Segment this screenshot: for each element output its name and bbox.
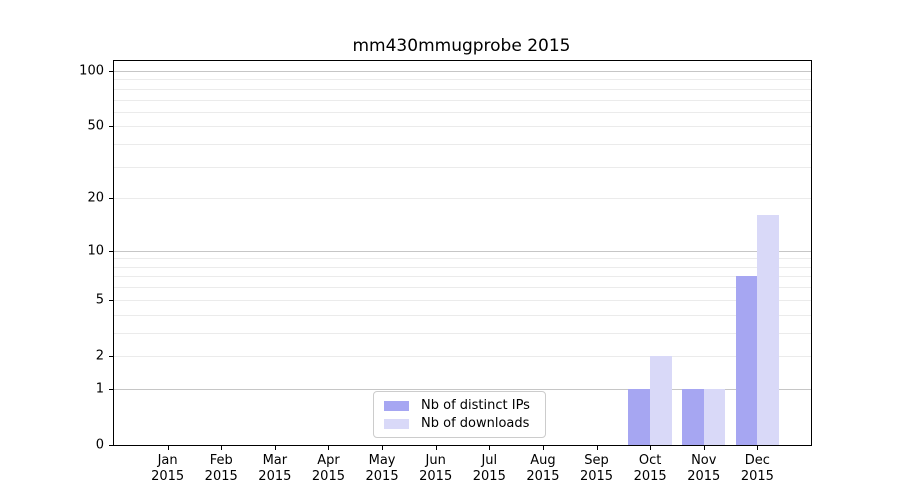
chart-title: mm430mmugprobe 2015 xyxy=(352,36,571,56)
y-gridline-major-10 xyxy=(114,250,811,252)
y-gridline-minor-8 xyxy=(114,266,811,268)
y-gridline-minor-4 xyxy=(114,314,811,316)
x-tick-jun xyxy=(435,445,437,450)
y-tick-10 xyxy=(109,250,114,252)
y-gridline-minor-30 xyxy=(114,166,811,168)
x-tick-aug xyxy=(542,445,544,450)
legend-label-distinct-ips: Nb of distinct IPs xyxy=(421,398,530,413)
y-tick-1 xyxy=(109,388,114,390)
x-tick-label-aug: Aug 2015 xyxy=(526,453,560,484)
y-tick-label-2: 2 xyxy=(95,348,104,364)
legend-entry-distinct-ips: Nb of distinct IPs xyxy=(384,398,535,413)
x-tick-mar xyxy=(274,445,276,450)
plot-area: 0 1 2 5 10 20 50 100 Jan 2015 Feb 2015 Mar 2015 Apr 201… xyxy=(79,60,812,484)
y-gridline-minor-70 xyxy=(114,99,811,101)
y-tick-label-20: 20 xyxy=(87,190,104,206)
bar-ips-oct xyxy=(628,388,651,445)
y-gridline-minor-6 xyxy=(114,287,811,289)
x-tick-label-sep: Sep 2015 xyxy=(579,453,614,484)
bar-ips-nov xyxy=(682,388,704,445)
y-tick-label-50: 50 xyxy=(87,118,104,134)
y-tick-label-10: 10 xyxy=(87,243,104,259)
legend-swatch-downloads xyxy=(384,418,409,429)
y-gridline-minor-50 xyxy=(114,126,811,128)
bar-downloads-dec xyxy=(757,215,780,445)
x-tick-label-jun: Jun 2015 xyxy=(419,453,453,484)
y-tick-0 xyxy=(109,445,114,446)
legend-label-downloads: Nb of downloads xyxy=(421,416,530,431)
y-tick-label-100: 100 xyxy=(79,63,104,79)
y-gridline-minor-9 xyxy=(114,258,811,260)
x-tick-apr xyxy=(328,445,330,450)
x-tick-label-feb: Feb 2015 xyxy=(204,453,238,484)
x-tick-sep xyxy=(596,445,598,450)
x-tick-dec xyxy=(757,445,759,450)
x-tick-label-mar: Mar 2015 xyxy=(258,453,292,484)
y-gridline-major-1 xyxy=(114,388,811,390)
y-tick-5 xyxy=(109,299,114,301)
y-tick-label-5: 5 xyxy=(95,292,104,308)
y-gridline-minor-90 xyxy=(114,79,811,81)
x-tick-label-jul: Jul 2015 xyxy=(472,453,506,484)
x-tick-label-apr: Apr 2015 xyxy=(311,453,345,484)
y-tick-2 xyxy=(109,355,114,357)
x-tick-oct xyxy=(650,445,652,450)
x-tick-label-jan: Jan 2015 xyxy=(151,453,185,484)
y-tick-20 xyxy=(109,198,114,200)
y-tick-label-1: 1 xyxy=(95,381,104,397)
y-gridline-minor-3 xyxy=(114,332,811,334)
y-tick-100 xyxy=(109,71,114,72)
x-tick-nov xyxy=(703,445,705,450)
y-gridline-minor-80 xyxy=(114,88,811,90)
y-gridline-minor-60 xyxy=(114,111,811,113)
x-tick-may xyxy=(382,445,384,450)
y-gridline-minor-20 xyxy=(114,198,811,200)
bar-ips-dec xyxy=(735,276,758,445)
bar-downloads-oct xyxy=(650,355,672,445)
x-tick-label-may: May 2015 xyxy=(365,453,399,484)
legend: Nb of distinct IPs Nb of downloads xyxy=(373,391,546,438)
x-tick-jan xyxy=(167,445,169,450)
y-tick-50 xyxy=(109,126,114,128)
y-gridline-minor-40 xyxy=(114,144,811,146)
x-tick-label-dec: Dec 2015 xyxy=(740,453,774,484)
x-tick-feb xyxy=(221,445,223,450)
y-gridline-minor-2 xyxy=(114,355,811,357)
x-tick-label-oct: Oct 2015 xyxy=(633,453,667,484)
y-gridline-minor-5 xyxy=(114,299,811,301)
y-gridline-major-100 xyxy=(114,71,811,72)
y-tick-label-0: 0 xyxy=(95,437,104,453)
x-tick-label-nov: Nov 2015 xyxy=(687,453,721,484)
legend-entry-downloads: Nb of downloads xyxy=(384,416,535,431)
legend-swatch-distinct-ips xyxy=(384,400,409,411)
x-tick-jul xyxy=(489,445,491,450)
y-gridline-minor-7 xyxy=(114,276,811,278)
bar-downloads-nov xyxy=(703,388,726,445)
